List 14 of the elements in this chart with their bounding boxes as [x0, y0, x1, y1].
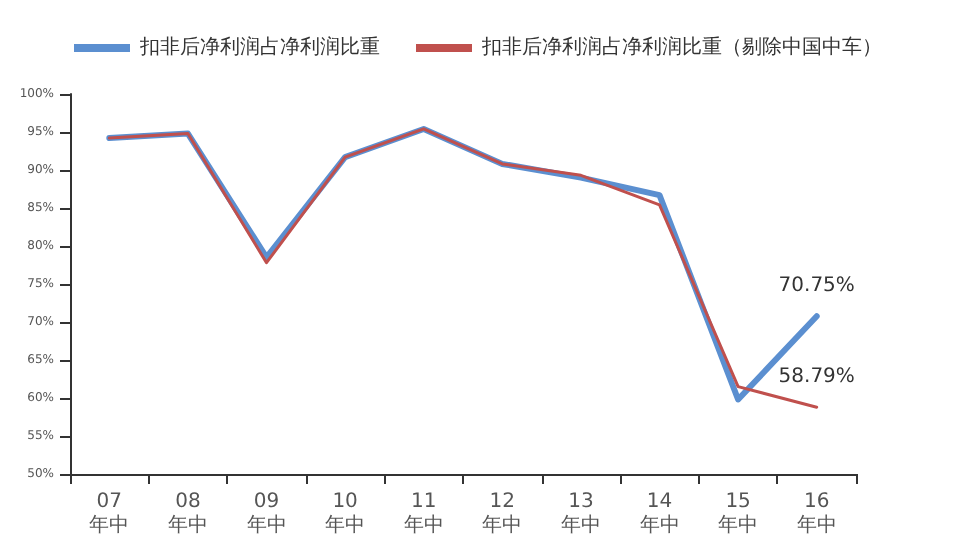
x-tick-label: 15 年中 [718, 491, 759, 537]
x-tick-label: 10 年中 [325, 491, 366, 537]
data-label: 70.75% [778, 275, 855, 298]
x-tick-label: 16 年中 [796, 491, 837, 537]
data-label: 58.79% [778, 366, 855, 389]
legend-label: 扣非后净利润占净利润比重 [138, 35, 380, 59]
x-tick-label: 08 年中 [167, 491, 208, 537]
x-tick-label: 07 年中 [89, 491, 130, 537]
legend-label: 扣非后净利润占净利润比重（剔除中国中车） [480, 35, 882, 59]
x-tick-label: 14 年中 [639, 491, 680, 537]
x-tick-label: 09 年中 [246, 491, 287, 537]
x-tick-label: 11 年中 [403, 491, 444, 537]
x-tick-label: 12 年中 [482, 491, 523, 537]
x-tick-label: 13 年中 [560, 491, 601, 537]
